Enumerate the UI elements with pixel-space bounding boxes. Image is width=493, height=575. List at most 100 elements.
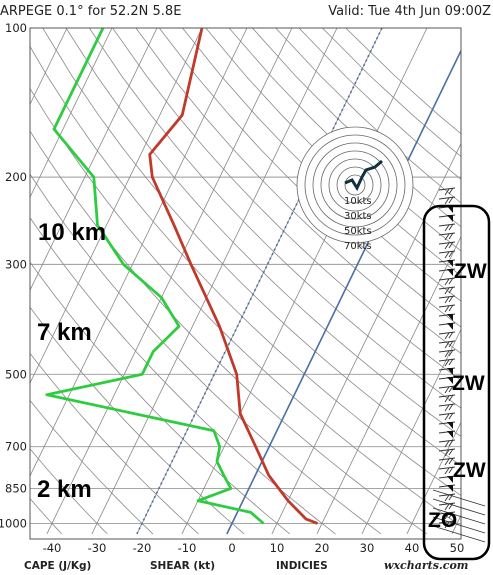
isotherm--60 <box>30 28 203 384</box>
wind-barb <box>438 340 456 349</box>
wind-barb <box>438 196 456 205</box>
wind-barb <box>438 268 456 276</box>
wind-barb <box>438 385 456 394</box>
isotherm--40 <box>46 28 293 535</box>
wind-barb <box>438 439 456 448</box>
footer-cape: CAPE (J/Kg) <box>24 560 91 572</box>
wind-barb <box>438 403 456 412</box>
temp-label--40: -40 <box>43 541 62 555</box>
wind-barb <box>438 331 456 340</box>
temp-label--10: -10 <box>178 541 197 555</box>
dry-adiabat <box>42 28 461 467</box>
wind-barb <box>438 313 456 321</box>
wind-barb <box>438 376 456 384</box>
dry-adiabat <box>88 28 461 409</box>
wind-barb <box>438 430 456 438</box>
hodograph-trace <box>344 159 383 192</box>
annotation-box <box>422 204 491 561</box>
temp-label-50: 50 <box>450 541 465 555</box>
isotherm-30 <box>361 328 461 535</box>
hodo-label-70: 70kts <box>344 241 372 252</box>
label-zw-upper: ZW <box>454 260 487 283</box>
wind-barb <box>438 187 456 196</box>
wind-barb <box>438 475 456 483</box>
surface-barb <box>432 525 486 543</box>
hodo-label-10: 10kts <box>344 196 372 207</box>
wind-barb <box>438 466 456 475</box>
pressure-label-700: 700 <box>5 440 27 454</box>
wind-barb <box>438 232 456 241</box>
wind-barb <box>438 277 456 286</box>
pressure-label-200: 200 <box>5 170 27 184</box>
label-2km: 2 km <box>37 476 92 503</box>
wind-barb <box>438 520 456 529</box>
dry-adiabat <box>205 28 461 277</box>
surface-barb <box>432 489 486 507</box>
series-line-0 <box>148 28 318 525</box>
wind-barb <box>438 421 456 429</box>
plot-frame <box>29 27 462 540</box>
isotherm-20 <box>316 235 461 535</box>
isotherm--50 <box>30 28 248 477</box>
label-zo: ZO <box>428 509 457 532</box>
wind-barb <box>438 286 456 295</box>
zero-isotherm <box>226 48 461 535</box>
pressure-tick-labels: 100 200 300 500 700 850 1000 <box>0 21 27 530</box>
wind-barb <box>438 223 456 232</box>
dry-adiabat <box>30 448 108 535</box>
isotherm--30 <box>91 28 338 535</box>
temperature-tick-labels: -40 -30 -20 -10 0 10 20 30 40 50 <box>43 541 465 555</box>
dry-adiabat <box>65 28 461 437</box>
dry-adiabat <box>112 28 461 382</box>
pressure-label-100: 100 <box>5 21 27 35</box>
surface-barb <box>432 516 486 534</box>
wind-barbs <box>432 187 486 543</box>
wind-barb <box>438 214 456 222</box>
temp-label-40: 40 <box>405 541 420 555</box>
dry-adiabat <box>30 45 461 497</box>
wind-barb <box>438 241 456 250</box>
dry-adiabat <box>228 28 461 252</box>
wind-barb <box>438 412 456 421</box>
temp-label-20: 20 <box>315 541 330 555</box>
temp-label-0: 0 <box>228 541 235 555</box>
hodo-label-30: 30kts <box>344 211 372 222</box>
wind-barb <box>438 322 456 330</box>
minus20-isotherm <box>136 28 383 535</box>
isotherm--80 <box>30 28 113 199</box>
pressure-label-1000: 1000 <box>0 516 27 530</box>
sounding-traces <box>45 28 318 525</box>
wind-barb <box>438 457 456 466</box>
label-7km: 7 km <box>37 319 92 346</box>
temp-label--30: -30 <box>88 541 107 555</box>
wind-barb <box>438 349 456 358</box>
label-10km: 10 km <box>38 219 106 246</box>
isotherm--70 <box>30 28 158 292</box>
wind-barb <box>438 511 456 520</box>
wind-barb <box>438 448 456 457</box>
wind-barb <box>438 295 456 304</box>
surface-barb <box>432 498 486 516</box>
grid-lines <box>30 28 461 535</box>
temp-label-10: 10 <box>270 541 285 555</box>
wind-barb <box>438 259 456 267</box>
dry-adiabat <box>135 28 461 354</box>
hodograph: 10kts 30kts 50kts 70kts <box>296 126 414 252</box>
series-line-1 <box>45 28 265 525</box>
pressure-label-300: 300 <box>5 257 27 271</box>
temp-label--20: -20 <box>133 541 152 555</box>
wind-barb <box>438 358 456 367</box>
dry-adiabat <box>30 261 291 535</box>
surface-barb <box>432 507 486 525</box>
temp-label-30: 30 <box>360 541 375 555</box>
valid-time: Valid: Tue 4th Jun 09:00Z <box>328 4 491 19</box>
pressure-label-850: 850 <box>5 481 27 495</box>
wind-barb <box>438 484 456 492</box>
wind-barb <box>438 502 456 511</box>
footer-brand: wxcharts.com <box>384 559 468 572</box>
wind-barb <box>438 493 456 502</box>
footer-shear: SHEAR (kt) <box>150 560 215 572</box>
dry-adiabat <box>30 87 461 527</box>
label-zw-mid: ZW <box>452 372 485 395</box>
